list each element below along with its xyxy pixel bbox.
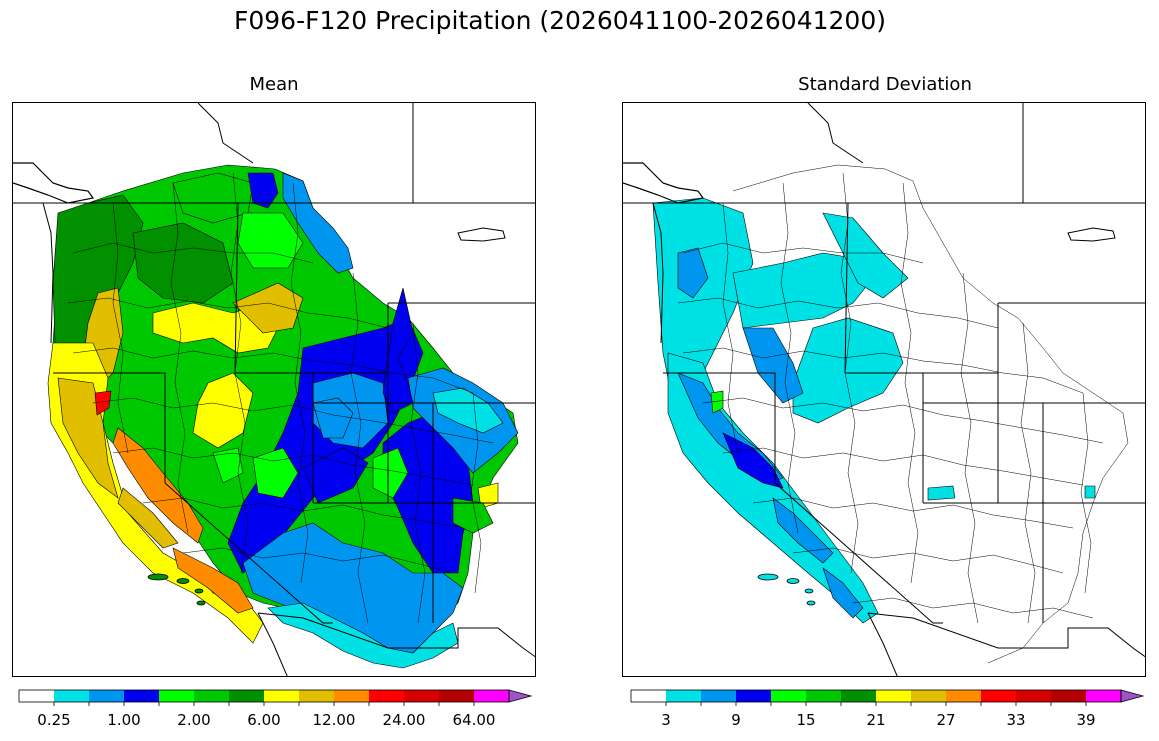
colorbar-segment bbox=[981, 690, 1016, 702]
colorbar-segment bbox=[701, 690, 736, 702]
stddev-basin-boundaries bbox=[677, 164, 1129, 664]
colorbar-segment bbox=[946, 690, 981, 702]
mean-panel-title: Mean bbox=[249, 74, 299, 95]
mean-basin-fills bbox=[47, 164, 519, 669]
colorbar-tick-label: 3 bbox=[661, 711, 671, 729]
colorbar-segment bbox=[1051, 690, 1086, 702]
colorbar-tick-label: 12.00 bbox=[312, 711, 356, 729]
colorbar-segment bbox=[54, 690, 89, 702]
colorbar-tick-label: 15 bbox=[796, 711, 816, 729]
colorbar-segment bbox=[369, 690, 404, 702]
stddev-map bbox=[622, 102, 1146, 677]
colorbar-segment bbox=[771, 690, 806, 702]
colorbar-tick-label: 2.00 bbox=[177, 711, 211, 729]
colorbar-segment bbox=[89, 690, 124, 702]
colorbar-segment bbox=[194, 690, 229, 702]
colorbar-segment bbox=[736, 690, 771, 702]
colorbar-segment bbox=[299, 690, 334, 702]
stddev-panel-title: Standard Deviation bbox=[798, 74, 972, 95]
stddev-state-boundaries bbox=[623, 103, 1145, 676]
colorbar-segment bbox=[19, 690, 54, 702]
colorbar-extend-triangle bbox=[1120, 689, 1145, 703]
stddev-basin-fills bbox=[652, 197, 1096, 624]
mean-basin-boundaries bbox=[67, 172, 494, 624]
colorbar-segment bbox=[159, 690, 194, 702]
colorbar-tick-label: 9 bbox=[731, 711, 741, 729]
colorbar-tick-label: 24.00 bbox=[382, 711, 426, 729]
mean-islands bbox=[147, 573, 206, 606]
stddev-islands bbox=[757, 573, 816, 606]
colorbar-extend-triangle bbox=[508, 689, 533, 703]
colorbar-tick-label: 33 bbox=[1006, 711, 1026, 729]
colorbar-segment bbox=[229, 690, 264, 702]
colorbar-tick-label: 64.00 bbox=[452, 711, 496, 729]
colorbar-segment bbox=[666, 690, 701, 702]
colorbar-segment bbox=[876, 690, 911, 702]
colorbar-tick-label: 0.25 bbox=[37, 711, 71, 729]
colorbar-segment bbox=[631, 690, 666, 702]
mean-state-boundaries bbox=[13, 103, 535, 676]
colorbar-segment bbox=[404, 690, 439, 702]
colorbar-segment bbox=[806, 690, 841, 702]
colorbar-segment bbox=[911, 690, 946, 702]
colorbar-segment bbox=[474, 690, 509, 702]
figure-title: F096-F120 Precipitation (2026041100-2026… bbox=[233, 6, 886, 35]
colorbar-segment bbox=[334, 690, 369, 702]
colorbar-segment bbox=[1016, 690, 1051, 702]
mean-colorbar bbox=[18, 689, 533, 706]
colorbar-tick-label: 39 bbox=[1076, 711, 1096, 729]
colorbar-segment bbox=[124, 690, 159, 702]
mean-map bbox=[12, 102, 536, 677]
colorbar-tick-label: 27 bbox=[936, 711, 956, 729]
colorbar-tick-label: 6.00 bbox=[247, 711, 281, 729]
colorbar-segment bbox=[1086, 690, 1121, 702]
colorbar-tick-label: 1.00 bbox=[107, 711, 141, 729]
colorbar-tick-label: 21 bbox=[866, 711, 886, 729]
colorbar-segment bbox=[841, 690, 876, 702]
colorbar-segment bbox=[264, 690, 299, 702]
colorbar-segment bbox=[439, 690, 474, 702]
stddev-colorbar bbox=[630, 689, 1145, 706]
